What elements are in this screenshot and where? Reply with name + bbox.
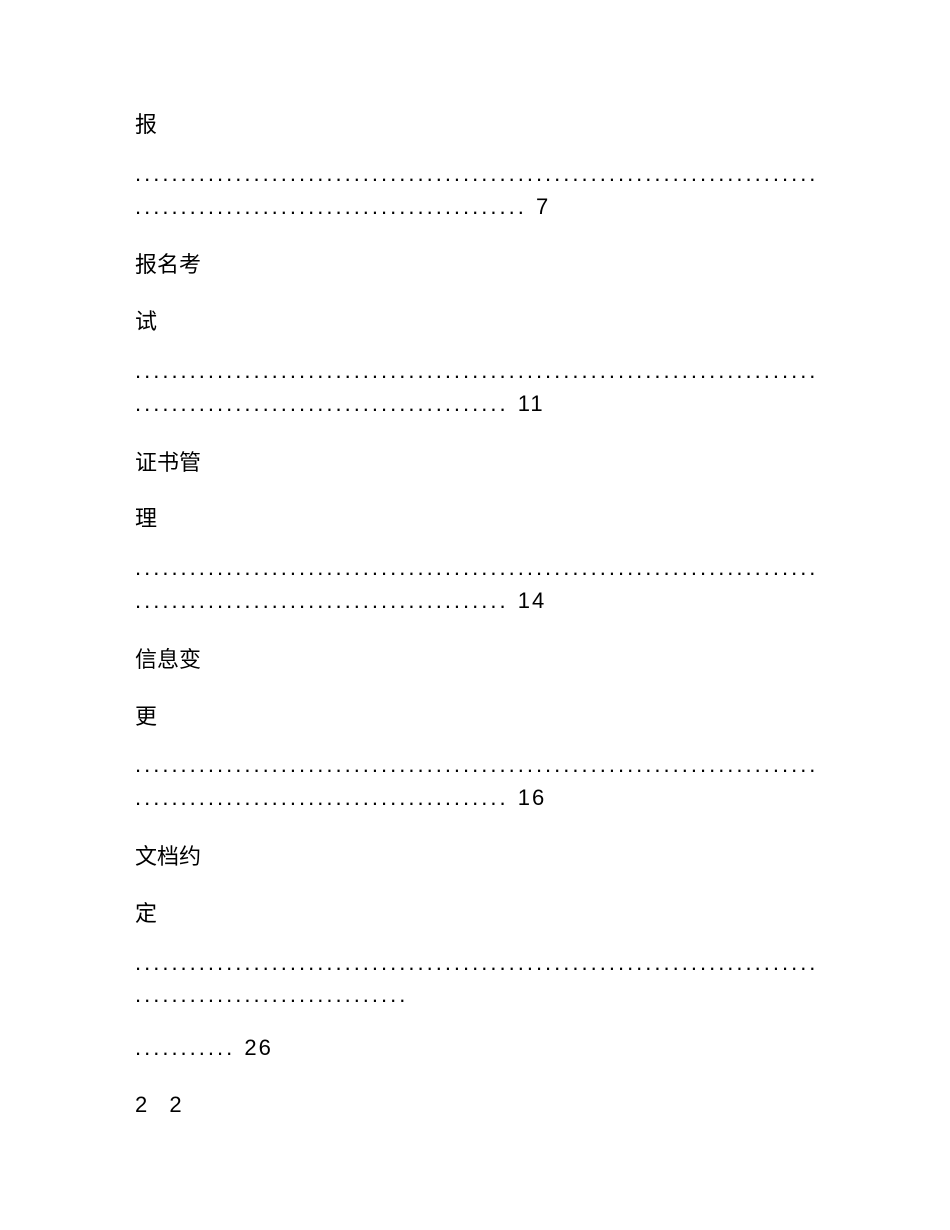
toc-dots-page: ........................................… [135, 389, 820, 420]
toc-entry-3: 证书管 理 ..................................… [135, 448, 820, 617]
toc-title-line1: 证书管 [135, 448, 820, 479]
toc-entry-2: 报名考 试 ..................................… [135, 250, 820, 419]
toc-dots: ........................................… [135, 553, 820, 584]
toc-dots: ........................................… [135, 356, 820, 387]
toc-title-line1: 文档约 [135, 842, 820, 873]
toc-dots-part: ........................................… [135, 785, 509, 810]
toc-dots: ........................................… [135, 750, 820, 781]
toc-page-number: 11 [518, 391, 545, 416]
toc-dots-page: ........................................… [135, 192, 820, 223]
toc-dots-page: ........................................… [135, 586, 820, 617]
toc-page-number: 16 [518, 785, 546, 810]
toc-entry-5: 文档约 定 ..................................… [135, 842, 820, 1064]
toc-page-number: 26 [244, 1035, 272, 1060]
toc-entry-4: 信息变 更 ..................................… [135, 645, 820, 814]
toc-dots-part: ........................................… [135, 588, 509, 613]
toc-entry-1: 报 ......................................… [135, 110, 820, 222]
toc-title-line2: 试 [135, 307, 820, 338]
toc-dots: ........................................… [135, 159, 820, 190]
toc-title-line2: 更 [135, 702, 820, 733]
toc-page-number: 14 [518, 588, 546, 613]
toc-dots: ........................................… [135, 948, 820, 979]
toc-page-number: 7 [536, 194, 550, 219]
toc-title-line2: 定 [135, 899, 820, 930]
toc-dots-page: ........................................… [135, 783, 820, 814]
toc-dots-part: ........................................… [135, 194, 527, 219]
toc-dots-continued: .............................. [135, 980, 820, 1011]
toc-dots-page: ........... 26 [135, 1033, 820, 1064]
toc-title-line2: 理 [135, 504, 820, 535]
toc-title-line1: 报名考 [135, 250, 820, 281]
toc-dots-part: ........... [135, 1035, 235, 1060]
toc-title-line1: 信息变 [135, 645, 820, 676]
toc-dots-part: ........................................… [135, 391, 509, 416]
toc-title: 报 [135, 110, 820, 141]
page-footer-number: 2 2 [135, 1092, 820, 1118]
document-page: 报 ......................................… [0, 0, 950, 1178]
